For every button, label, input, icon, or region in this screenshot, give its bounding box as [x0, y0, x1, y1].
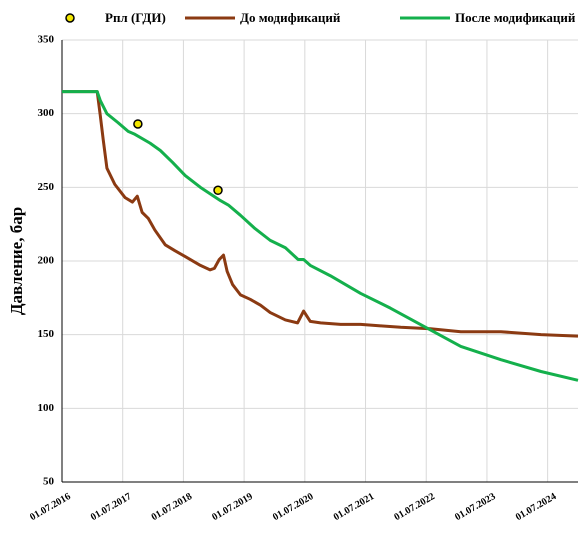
legend-label: До модификаций	[240, 10, 341, 25]
x-tick-label: 01.07.2020	[271, 491, 315, 523]
y-tick-label: 200	[38, 255, 55, 267]
y-tick-label: 150	[38, 328, 55, 340]
y-tick-label: 250	[38, 181, 55, 193]
data-line	[62, 90, 579, 338]
legend-label: Рпл (ГДИ)	[105, 10, 166, 25]
legend-marker	[65, 13, 75, 23]
x-tick-label: 01.07.2022	[392, 491, 436, 523]
legend-label: После модификаций	[455, 10, 576, 25]
x-tick-label: 01.07.2017	[89, 491, 133, 523]
data-point	[213, 185, 223, 196]
x-tick-label: 01.07.2016	[28, 491, 72, 523]
y-axis-label: Давление, бар	[7, 207, 26, 315]
y-tick-label: 300	[38, 107, 55, 119]
data-point	[133, 119, 143, 129]
x-tick-label: 01.07.2024	[514, 491, 558, 523]
y-tick-label: 50	[43, 476, 55, 488]
y-tick-label: 350	[38, 34, 55, 46]
x-tick-label: 01.07.2021	[332, 491, 376, 523]
x-tick-label: 01.07.2023	[453, 491, 497, 523]
x-tick-label: 01.07.2018	[150, 491, 194, 523]
y-tick-label: 100	[38, 402, 55, 414]
data-line	[62, 90, 579, 382]
x-tick-label: 01.07.2019	[210, 491, 254, 523]
